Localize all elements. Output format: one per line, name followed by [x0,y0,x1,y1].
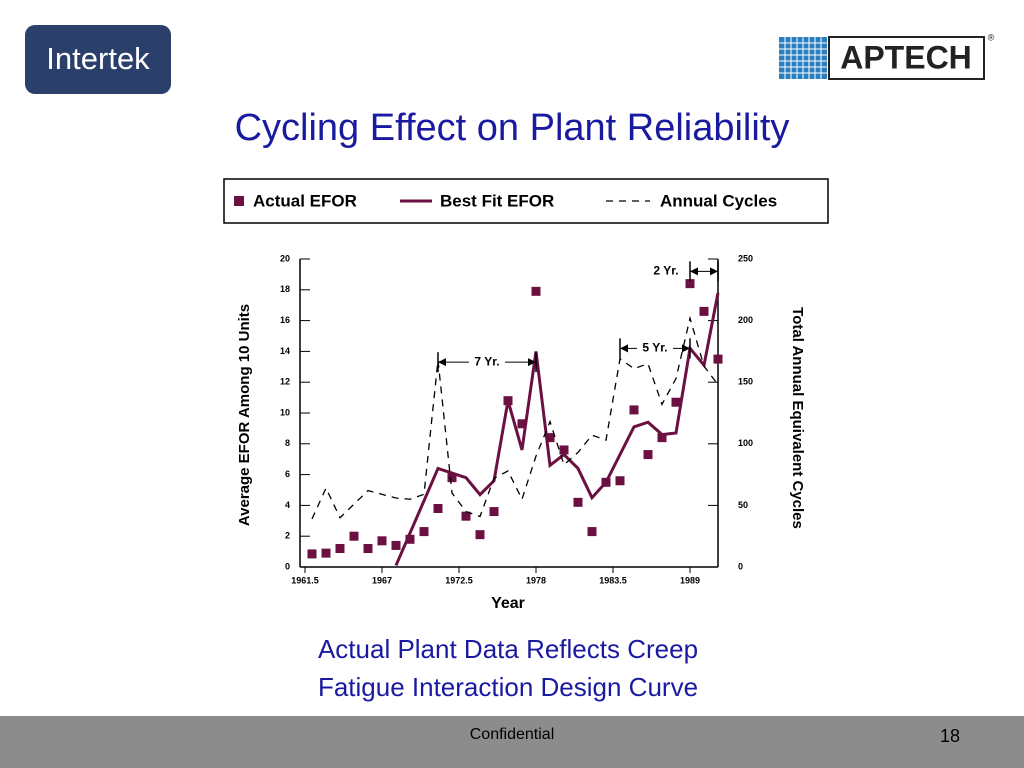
data-point [643,450,653,460]
y-tick-label: 20 [280,253,290,263]
y-tick-label: 4 [285,500,290,510]
data-point [657,433,667,443]
legend-box [223,178,829,224]
data-point [489,507,499,517]
data-point [615,476,625,486]
data-point [545,433,555,443]
y2-tick-label: 150 [738,377,753,387]
y2-tick-label: 250 [738,253,753,263]
data-point [447,473,457,483]
data-point [335,544,345,554]
data-point [587,527,597,537]
data-point [629,405,639,415]
aptech-grid-icon [779,37,827,79]
footer-bar [0,716,1024,768]
y-tick-label: 12 [280,377,290,387]
data-point [377,536,387,546]
data-point [531,286,541,296]
data-point [363,544,373,554]
x-tick-label: 1978 [526,575,546,585]
annotation-label: 5 Yr. [642,340,667,354]
y-tick-label: 18 [280,284,290,294]
annotation-bg [469,354,505,371]
registered-mark: ® [988,32,995,42]
y-tick-label: 0 [285,561,290,571]
y2-tick-label: 200 [738,315,753,325]
y-tick-label: 6 [285,469,290,479]
y-axis-label: Average EFOR Among 10 Units [236,304,253,526]
y2-tick-label: 100 [738,438,753,448]
caption-line: Fatigue Interaction Design Curve [318,672,698,702]
legend-label: Best Fit EFOR [440,191,554,210]
x-tick-label: 1989 [680,575,700,585]
data-point [699,306,709,316]
intertek-logo-box [25,25,171,94]
legend-swatch [234,196,244,206]
y-tick-label: 8 [285,438,290,448]
footer-text: Confidential [470,726,555,743]
intertek-logo: Intertek [46,41,150,76]
data-point [307,549,317,559]
data-point [559,445,569,455]
annotation-label: 2 Yr. [653,263,678,277]
x-tick-label: 1983.5 [599,575,627,585]
y2-axis-label: Total Annual Equivalent Cycles [789,307,806,529]
data-point [349,531,359,541]
annotation-arrow [620,344,628,353]
data-point [405,534,415,544]
legend-label: Annual Cycles [660,191,777,210]
y2-tick-label: 0 [738,561,743,571]
x-tick-label: 1967 [372,575,392,585]
annotation-bg [637,340,673,357]
data-point [685,279,695,289]
data-point [671,397,681,407]
data-point [475,530,485,540]
annotation-arrow [690,267,698,276]
dashed-line [311,315,719,520]
fit-line [394,292,720,567]
y2-tick-label: 50 [738,500,748,510]
x-tick-label: 1961.5 [291,575,319,585]
annotation-arrow [528,358,536,367]
data-point [433,503,443,513]
x-axis-label: Year [491,595,525,612]
data-point [321,548,331,558]
data-point [419,527,429,537]
aptech-logo: APTECH [840,39,972,75]
legend-label: Actual EFOR [253,191,357,210]
y-tick-label: 10 [280,407,290,417]
y-tick-label: 14 [280,346,290,356]
y-tick-label: 2 [285,531,290,541]
annotation-arrow [710,267,718,276]
annotation-arrow [682,344,690,353]
data-point [461,511,471,521]
data-point [573,497,583,507]
data-point [391,540,401,550]
x-tick-label: 1972.5 [445,575,473,585]
data-point [517,419,527,429]
caption-line: Actual Plant Data Reflects Creep [318,634,698,664]
y-tick-label: 16 [280,315,290,325]
annotation-label: 7 Yr. [474,354,499,368]
slide-title: Cycling Effect on Plant Reliability [235,107,790,149]
page-number: 18 [940,726,960,746]
annotation-arrow [438,358,446,367]
data-point [713,354,723,364]
aptech-logo-box [828,36,985,80]
